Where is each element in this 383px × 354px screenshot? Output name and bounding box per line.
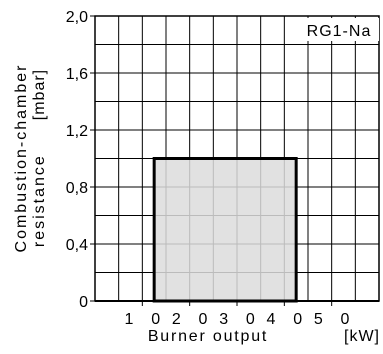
x-tick-label: 5 0 — [314, 311, 350, 328]
series-label: RG1-Na — [307, 23, 372, 40]
x-axis-label: Burner output — [148, 328, 268, 345]
tick-layer: 0 0,4 0,8 1,2 1,6 2,0 1 0 2 0 3 0 4 0 5 0 — [66, 9, 350, 328]
series-label-box — [299, 18, 379, 41]
region-layer — [152, 157, 298, 303]
y-tick-label: 1,6 — [66, 66, 88, 83]
x-tick-label: 3 0 — [219, 311, 255, 328]
y-tick-label: 0,8 — [66, 180, 88, 197]
x-tick-label: 1 0 — [125, 311, 161, 328]
x-tick-label: 4 0 — [267, 311, 303, 328]
y-axis-unit: [mbar] — [31, 69, 48, 120]
y-tick-label: 0 — [79, 294, 88, 311]
y-axis-label-resistance: resistance — [31, 154, 48, 247]
y-axis-title: Combustion-chamber resistance [mbar] — [13, 64, 48, 253]
y-tick-label: 2,0 — [66, 9, 88, 26]
operating-range-area — [152, 157, 298, 303]
x-axis-unit: [kW] — [344, 328, 380, 345]
y-tick-label: 0,4 — [66, 237, 88, 254]
x-tick-label: 2 0 — [172, 311, 208, 328]
y-tick-label: 1,2 — [66, 123, 88, 140]
y-axis-label-line2: resistance [mbar] — [31, 69, 48, 247]
y-axis-label-line1: Combustion-chamber — [13, 64, 30, 253]
